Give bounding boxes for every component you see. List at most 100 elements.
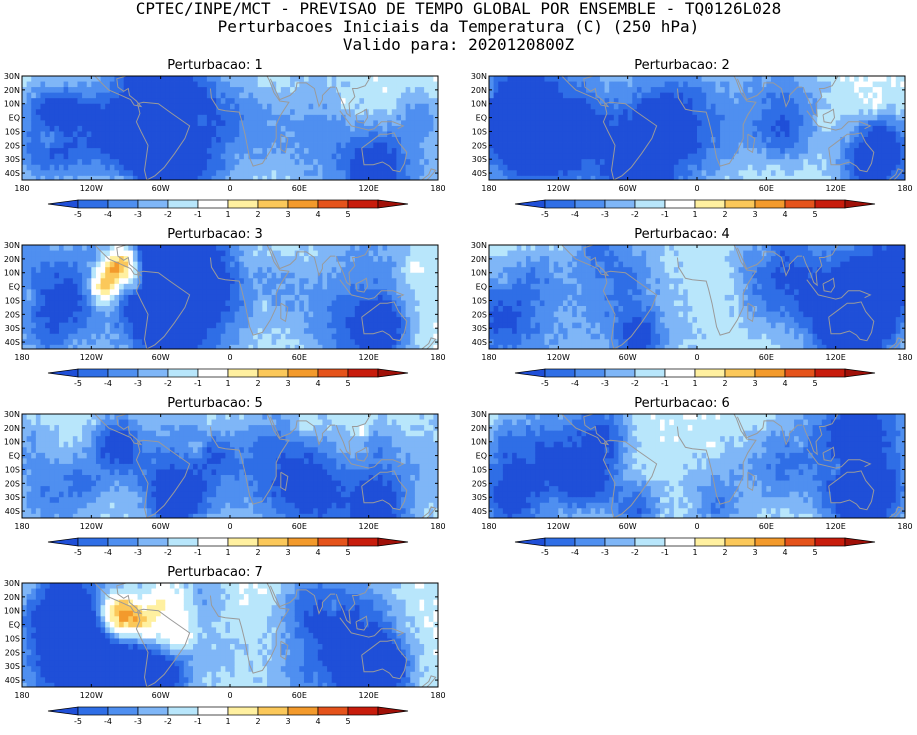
colorbar-swatch <box>228 369 258 377</box>
lat-tick-label: 40S <box>472 338 487 347</box>
colorbar-swatch <box>168 538 198 546</box>
colorbar-swatch <box>785 200 815 208</box>
lon-tick-label: 60E <box>292 353 307 362</box>
colorbar-label: -1 <box>661 379 669 388</box>
lat-tick-label: 20S <box>5 648 20 657</box>
colorbar-label: -2 <box>164 210 172 219</box>
colorbar-label: 3 <box>285 210 290 219</box>
lat-tick-label: 30N <box>4 72 20 81</box>
lon-tick-label: 120E <box>826 353 846 362</box>
lon-tick-label: 120W <box>80 691 103 700</box>
colorbar-swatch <box>228 538 258 546</box>
colorbar-swatch <box>318 707 348 715</box>
colorbar-label: -4 <box>104 548 112 557</box>
colorbar-arrow-low <box>48 200 78 208</box>
colorbar-label: 2 <box>722 379 727 388</box>
colorbar-swatch <box>725 369 755 377</box>
lon-tick-label: 180 <box>14 522 29 531</box>
colorbar-swatch <box>78 707 108 715</box>
colorbar-label: 3 <box>285 379 290 388</box>
colorbar-label: -5 <box>541 210 549 219</box>
colorbar-arrow-high <box>378 369 408 377</box>
lon-tick-label: 60E <box>759 184 774 193</box>
colorbar-label: 3 <box>752 379 757 388</box>
colorbar-label: 5 <box>345 379 350 388</box>
lon-tick-label: 120W <box>80 522 103 531</box>
colorbar-label: 3 <box>752 210 757 219</box>
lon-tick-label: 60E <box>292 184 307 193</box>
colorbar-swatch <box>635 200 665 208</box>
lon-tick-label: 180 <box>481 353 496 362</box>
lat-tick-label: 30N <box>471 241 487 250</box>
lon-tick-label: 180 <box>430 184 445 193</box>
lon-tick-label: 60W <box>619 353 637 362</box>
panel-title: Perturbacao: 4 <box>467 227 897 242</box>
colorbar-label: -2 <box>164 379 172 388</box>
lat-tick-label: 20N <box>471 86 487 95</box>
colorbar-swatch <box>198 369 228 377</box>
lon-tick-label: 60W <box>619 184 637 193</box>
lon-tick-label: 180 <box>430 691 445 700</box>
colorbar-swatch <box>605 200 635 208</box>
lat-tick-label: 30N <box>471 410 487 419</box>
lat-tick-label: 30N <box>4 241 20 250</box>
lon-tick-label: 180 <box>430 522 445 531</box>
lat-tick-label: 20N <box>4 86 20 95</box>
panel-title: Perturbacao: 5 <box>0 396 430 411</box>
lat-tick-label: 10S <box>5 465 20 474</box>
panel-title: Perturbacao: 1 <box>0 58 430 73</box>
lon-tick-label: 0 <box>227 184 232 193</box>
lon-tick-label: 120W <box>80 353 103 362</box>
colorbar-swatch <box>228 707 258 715</box>
lon-tick-label: 180 <box>430 353 445 362</box>
colorbar-label: -2 <box>631 210 639 219</box>
colorbar-arrow-low <box>48 707 78 715</box>
lat-tick-label: 10S <box>472 296 487 305</box>
colorbar-swatch <box>725 200 755 208</box>
colorbar-swatch <box>605 538 635 546</box>
colorbar-swatch <box>575 538 605 546</box>
lat-tick-label: 20S <box>5 141 20 150</box>
colorbar-swatch <box>168 707 198 715</box>
lat-tick-label: 20N <box>4 424 20 433</box>
colorbar-swatch <box>258 200 288 208</box>
colorbar-label: -1 <box>194 548 202 557</box>
lat-tick-label: 10N <box>471 438 487 447</box>
colorbar-label: 4 <box>782 379 787 388</box>
colorbar-swatch <box>665 200 695 208</box>
colorbar-swatch <box>665 538 695 546</box>
colorbar-label: 1 <box>692 548 697 557</box>
colorbar-label: 2 <box>255 210 260 219</box>
colorbar-label: 4 <box>782 210 787 219</box>
lat-tick-label: 40S <box>5 338 20 347</box>
lon-tick-label: 0 <box>694 353 699 362</box>
colorbar-swatch <box>138 200 168 208</box>
lon-tick-label: 180 <box>897 353 912 362</box>
colorbar-label: -3 <box>134 548 142 557</box>
lon-tick-label: 180 <box>14 691 29 700</box>
colorbar-label: 5 <box>812 379 817 388</box>
panel-title: Perturbacao: 2 <box>467 58 897 73</box>
colorbar-label: 5 <box>345 548 350 557</box>
temperature-field <box>22 245 438 351</box>
lon-tick-label: 120E <box>359 522 379 531</box>
lon-tick-label: 180 <box>481 522 496 531</box>
lat-tick-label: 10N <box>471 100 487 109</box>
lon-tick-label: 120E <box>359 184 379 193</box>
lat-tick-label: 10N <box>4 100 20 109</box>
figure-title: CPTEC/INPE/MCT - PREVISAO DE TEMPO GLOBA… <box>0 0 917 18</box>
colorbar-label: -1 <box>194 210 202 219</box>
lat-tick-label: 10S <box>5 634 20 643</box>
lat-tick-label: 20S <box>472 479 487 488</box>
colorbar-label: 1 <box>692 379 697 388</box>
